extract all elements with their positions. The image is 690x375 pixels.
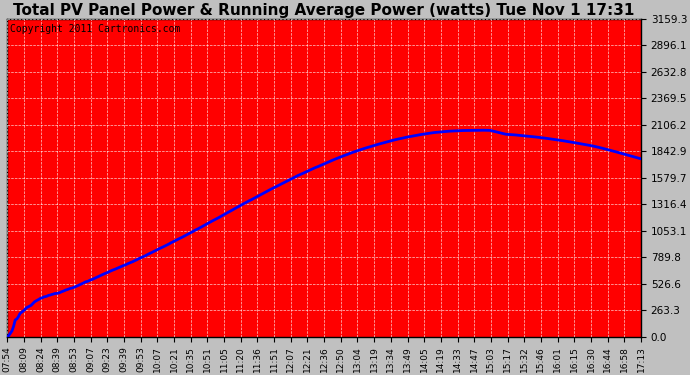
Title: Total PV Panel Power & Running Average Power (watts) Tue Nov 1 17:31: Total PV Panel Power & Running Average P… xyxy=(13,3,635,18)
Text: Copyright 2011 Cartronics.com: Copyright 2011 Cartronics.com xyxy=(10,24,181,34)
